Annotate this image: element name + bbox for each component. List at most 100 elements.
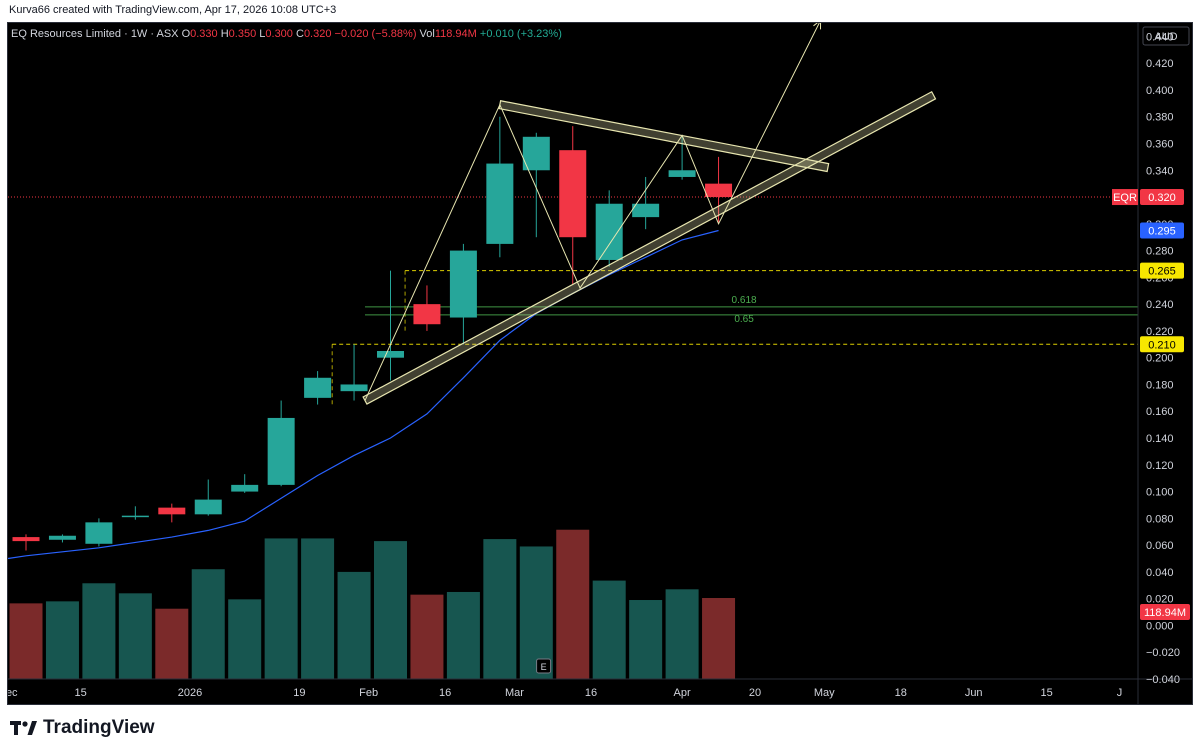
volume-bar — [519, 546, 553, 679]
currency-box — [1142, 26, 1190, 46]
candle-body — [413, 304, 441, 325]
y-tick-label: −0.020 — [1146, 647, 1180, 659]
candle-body — [48, 535, 76, 540]
y-tick-label: 0.240 — [1146, 299, 1174, 311]
legend-symbol: EQ Resources Limited · 1W · ASX — [11, 28, 179, 40]
candlesticks — [12, 116, 733, 551]
chart-legend: EQ Resources Limited · 1W · ASX O0.330 H… — [11, 28, 562, 40]
y-tick-label: 0.200 — [1146, 353, 1174, 365]
last-price-badge-tag — [1112, 189, 1138, 206]
chart-area[interactable]: 0.618 0.65 AUD 0.440 0.420 0.400 0.380 0.360 0.… — [7, 22, 1193, 705]
x-tick-label: 15 — [1040, 687, 1052, 699]
ma-value-badge: 0.295 — [1140, 222, 1184, 239]
candle-body — [668, 170, 696, 177]
volume-bars — [9, 529, 736, 679]
volume-bar — [228, 599, 262, 679]
x-tick-label: 15 — [75, 687, 87, 699]
y-tick-label: 0.100 — [1146, 487, 1174, 499]
volume-bar — [155, 608, 189, 679]
x-tick-label: Jun — [965, 687, 983, 699]
volume-bar — [374, 541, 407, 679]
candle-body — [121, 515, 149, 518]
legend-open: 0.330 — [190, 28, 218, 40]
legend-change: −0.020 (−5.88%) — [334, 28, 417, 40]
volume-bar — [337, 571, 371, 679]
candle-body — [449, 250, 477, 318]
candle-body — [267, 417, 295, 485]
ma-value-badge-box — [1140, 222, 1184, 239]
volume-bar — [702, 598, 736, 679]
wedge-lower-band — [362, 90, 937, 405]
resistance-2-badge: 0.210 — [1140, 336, 1184, 353]
candle-body — [377, 351, 404, 358]
candle-body — [85, 522, 113, 544]
legend-high-label: H — [220, 28, 229, 40]
candle-body — [304, 377, 332, 398]
x-tick-label: 16 — [585, 687, 597, 699]
moving-average — [8, 229, 719, 560]
chart-attribution: Kurva66 created with TradingView.com, Ap… — [9, 4, 337, 16]
tradingview-logo[interactable]: TradingView — [10, 717, 155, 739]
trend-drawings — [362, 23, 937, 405]
fib-label: 0.65 — [734, 314, 754, 325]
x-tick-label: J — [1117, 687, 1123, 699]
last-price-badge-text: 0.320 — [1148, 192, 1176, 204]
volume-bar — [592, 580, 626, 679]
volume-bar — [264, 538, 298, 679]
resistance-2-badge-box — [1140, 336, 1184, 353]
y-tick-label: 0.440 — [1146, 31, 1174, 43]
event-marker-box — [536, 658, 552, 674]
legend-close-label: C — [295, 28, 304, 40]
volume-bar — [9, 603, 43, 679]
legend-high: 0.350 — [228, 28, 257, 40]
candle-body — [705, 183, 733, 198]
event-marker-label: E — [541, 662, 547, 672]
candle-body — [595, 203, 623, 260]
x-tick-label: 16 — [439, 687, 451, 699]
legend-low: 0.300 — [265, 28, 293, 40]
volume-bar — [446, 591, 480, 679]
y-tick-label: 0.360 — [1146, 138, 1174, 150]
volume-bar — [301, 538, 335, 679]
x-tick-label: 20 — [749, 687, 761, 699]
y-tick-label: 0.280 — [1146, 246, 1174, 258]
legend-volume-change: +0.010 (+3.23%) — [479, 28, 562, 40]
volume-bar — [556, 529, 590, 679]
y-tick-label: −0.040 — [1146, 674, 1180, 686]
candle-body — [12, 537, 40, 542]
y-tick-label: 0.140 — [1146, 433, 1174, 445]
volume-badge-box — [1140, 604, 1190, 621]
y-tick-label: 0.340 — [1146, 165, 1174, 177]
last-price-badge: EQR 0.320 — [1112, 189, 1184, 206]
y-tick-label: 0.020 — [1146, 594, 1174, 606]
y-tick-label: 0.400 — [1146, 85, 1174, 97]
resistance-1-badge-text: 0.265 — [1148, 266, 1176, 278]
volume-bar — [118, 593, 152, 679]
x-tick-label: 18 — [895, 687, 907, 699]
y-tick-label: 0.000 — [1146, 620, 1174, 632]
candle-body — [632, 203, 660, 218]
volume-bar — [191, 569, 225, 679]
y-tick-label: 0.160 — [1146, 406, 1174, 418]
x-tick-label: Mar — [505, 687, 524, 699]
y-tick-label: 0.060 — [1146, 540, 1174, 552]
arrow-head — [813, 23, 822, 30]
fib-label: 0.618 — [732, 295, 757, 306]
x-tick-label: Feb — [359, 687, 378, 699]
volume-bar — [410, 594, 444, 679]
candle-body — [486, 163, 514, 244]
x-tick-label: Dec — [8, 687, 18, 699]
y-tick-label: 0.420 — [1146, 58, 1174, 70]
x-tick-label: May — [814, 687, 835, 699]
volume-bar — [45, 601, 79, 679]
volume-bar — [483, 539, 517, 679]
zigzag-path — [364, 23, 820, 401]
currency-label: AUD — [1154, 31, 1177, 43]
x-tick-label: Apr — [674, 687, 691, 699]
volume-bar — [629, 600, 663, 679]
y-tick-label: 0.080 — [1146, 513, 1174, 525]
volume-badge-text: 118.94M — [1144, 607, 1186, 619]
x-tick-label: 2026 — [178, 687, 202, 699]
last-price-badge-tag-text: EQR — [1113, 192, 1137, 204]
